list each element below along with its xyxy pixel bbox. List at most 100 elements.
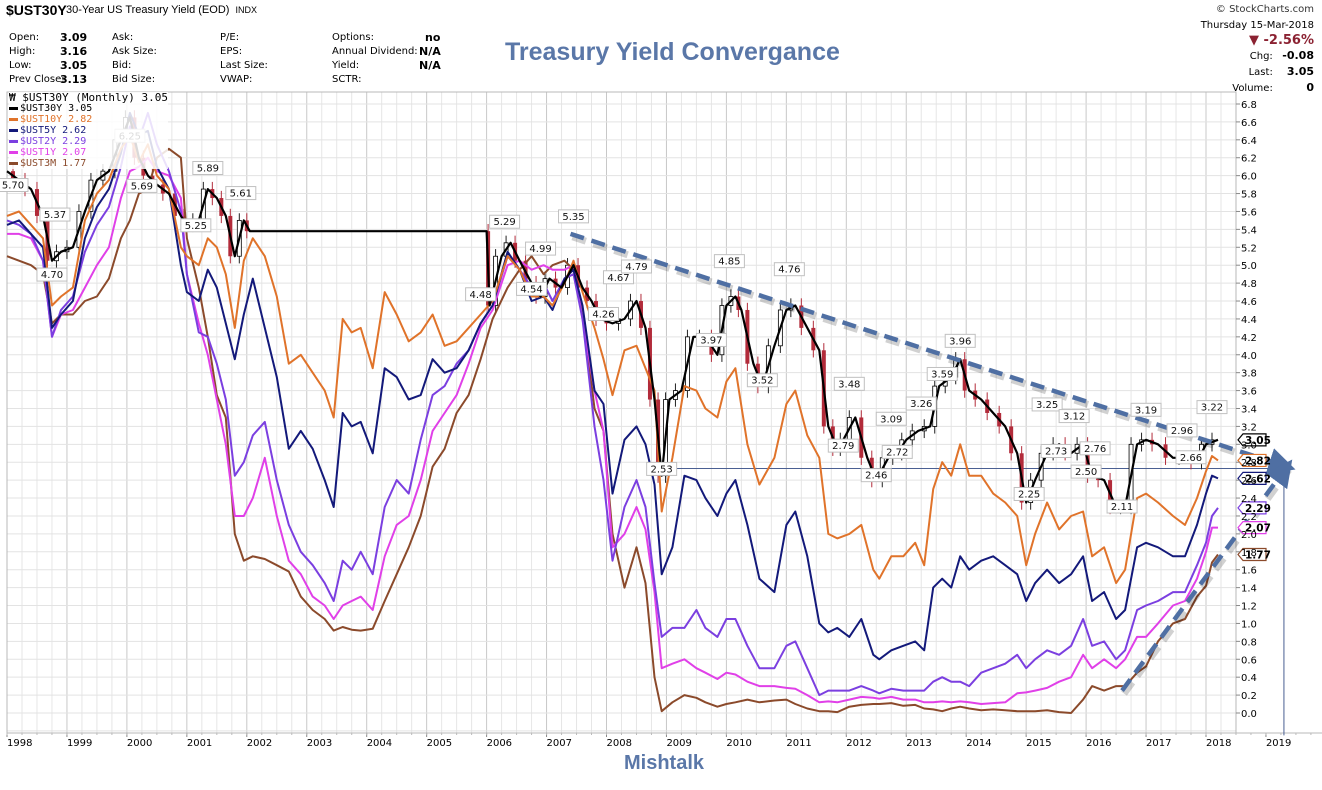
price-label: 4.85: [713, 254, 745, 269]
series-line-ust3m: [6, 147, 1219, 714]
price-label-box: [180, 218, 212, 233]
price-label-text: 5.69: [131, 181, 153, 192]
last-value-tag-text: 2.07: [1245, 523, 1271, 535]
y-tick-label: 6.2: [1241, 154, 1257, 165]
price-label-box: [588, 306, 620, 321]
price-label-box: [1130, 402, 1162, 417]
series-lines: [6, 111, 1219, 714]
y-tick-label: 2.6: [1241, 476, 1257, 487]
price-label-box: [558, 209, 590, 224]
price-label-box: [926, 366, 958, 381]
x-tick-label: 2016: [1086, 738, 1111, 749]
y-tick-label: 2.8: [1241, 458, 1257, 469]
price-label-text: 5.89: [197, 163, 219, 174]
x-tick-label: 2006: [487, 738, 512, 749]
legend-item[interactable]: $UST2Y 2.29: [9, 136, 168, 147]
price-label: 3.09: [875, 411, 907, 426]
x-tick-label: 2015: [1026, 738, 1051, 749]
price-label: 5.89: [192, 160, 224, 175]
y-tick-label: 5.2: [1241, 243, 1257, 254]
x-tick-label: 2018: [1206, 738, 1231, 749]
x-tick-label: 2004: [367, 738, 392, 749]
price-label-box: [827, 438, 859, 453]
price-label-box: [489, 214, 521, 229]
quote-label: Bid:: [112, 60, 132, 71]
ticker-symbol: $UST30Y: [6, 2, 67, 18]
price-label: 2.96: [1166, 423, 1198, 438]
last-value-tag-box: [1237, 521, 1267, 535]
price-label: 3.52: [746, 373, 778, 388]
x-tick-label: 1999: [67, 738, 92, 749]
y-tick-label: 4.0: [1241, 351, 1257, 362]
price-label-box: [875, 411, 907, 426]
y-tick-label: 0.4: [1241, 673, 1257, 684]
price-label: 4.79: [620, 259, 652, 274]
x-tick-label: 2002: [247, 738, 272, 749]
last-value-tag-box: [1237, 547, 1267, 562]
legend-item[interactable]: $UST5Y 2.62: [9, 125, 168, 136]
x-tick-label: 2012: [846, 738, 871, 749]
price-label: 4.70: [36, 267, 68, 282]
down-triangle-icon: ▼: [1248, 33, 1259, 48]
last-value-tag: 2.62: [1237, 471, 1271, 485]
price-label-box: [225, 186, 257, 201]
price-label-box: [1013, 486, 1045, 501]
y-tick-label: 5.0: [1241, 261, 1257, 272]
price-label: 4.67: [602, 270, 634, 285]
quote-label: Yield:: [332, 60, 360, 71]
price-label-box: [646, 461, 678, 476]
price-label-text: 3.12: [1063, 412, 1085, 423]
legend-item[interactable]: $UST30Y 3.05: [9, 103, 168, 114]
price-label-box: [602, 270, 634, 285]
price-label: 2.79: [827, 438, 859, 453]
y-tick-label: 2.4: [1241, 494, 1257, 505]
price-label-box: [1070, 464, 1102, 479]
legend-item[interactable]: $UST3M 1.77: [9, 158, 168, 169]
price-label: 3.12: [1058, 409, 1090, 424]
quote-value-options: no: [425, 31, 441, 44]
price-label-box: [905, 396, 937, 411]
price-label-text: 4.54: [520, 284, 542, 295]
price-label: 5.69: [126, 178, 158, 193]
y-tick-label: 6.0: [1241, 172, 1257, 183]
ticker-description: 30-Year US Treasury Yield (EOD) INDX: [66, 4, 257, 16]
y-tick-label: 3.8: [1241, 369, 1257, 380]
price-label: 4.26: [588, 306, 620, 321]
series-line-ust2y: [6, 111, 1219, 697]
x-tick-label: 2007: [547, 738, 572, 749]
y-tick-label: 2.2: [1241, 512, 1257, 523]
quote-label: EPS:: [220, 46, 243, 57]
price-label-text: 3.22: [1201, 403, 1223, 414]
price-label-box: [713, 254, 745, 269]
summary-row-volume: Volume: 0: [1232, 81, 1314, 94]
legend-item[interactable]: $UST1Y 2.07: [9, 147, 168, 158]
summary-row-chg: Chg: -0.08: [1249, 49, 1314, 62]
legend-title: ₩ $UST30Y (Monthly) 3.05: [9, 91, 168, 104]
price-label: 5.35: [558, 209, 590, 224]
price-label-text: 4.70: [41, 270, 63, 281]
price-label-box: [192, 160, 224, 175]
legend-item[interactable]: $UST10Y 2.82: [9, 114, 168, 125]
x-tick-label: 2009: [666, 738, 691, 749]
price-label: 3.96: [944, 333, 976, 348]
price-label: 5.25: [180, 218, 212, 233]
price-label: 3.59: [926, 366, 958, 381]
price-label: 5.29: [489, 214, 521, 229]
y-tick-label: 6.6: [1241, 118, 1257, 129]
price-label-text: 3.25: [1036, 400, 1058, 411]
price-label-text: 3.97: [700, 335, 722, 346]
copyright[interactable]: © StockCharts.com: [1215, 4, 1314, 15]
quote-label: VWAP:: [220, 74, 253, 85]
x-tick-label: 2014: [966, 738, 991, 749]
price-label-text: 2.66: [1180, 453, 1202, 464]
price-label: 4.99: [525, 241, 557, 256]
price-label-text: 4.85: [718, 257, 740, 268]
quote-value-open: 3.09: [60, 31, 88, 44]
price-label: 5.37: [39, 207, 71, 222]
price-label-text: 4.26: [592, 309, 614, 320]
price-label-text: 3.96: [949, 336, 971, 347]
price-label-box: [881, 444, 913, 459]
last-value-tag-box: [1237, 433, 1267, 447]
last-value-tag-box: [1237, 501, 1267, 515]
